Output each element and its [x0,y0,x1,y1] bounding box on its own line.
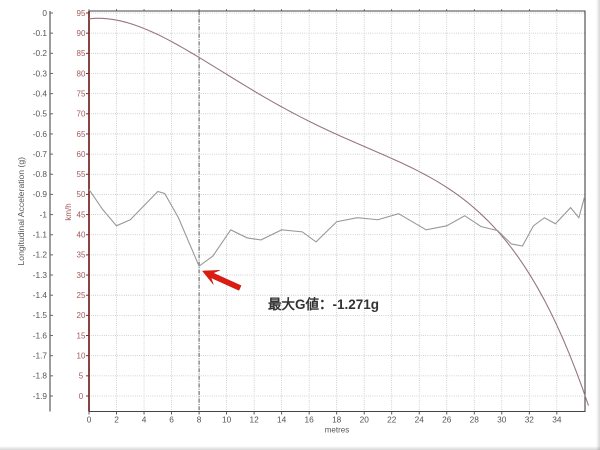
svg-text:25: 25 [77,291,86,300]
svg-text:30: 30 [497,415,507,425]
svg-text:-0.8: -0.8 [33,169,48,179]
svg-text:-1.9: -1.9 [33,391,48,401]
svg-text:20: 20 [77,311,86,320]
svg-text:Longitudinal Acceleration (g): Longitudinal Acceleration (g) [16,157,26,266]
svg-text:18: 18 [332,415,342,425]
svg-text:-1.3: -1.3 [33,270,48,280]
svg-text:8: 8 [197,415,202,425]
svg-text:12: 12 [250,415,260,425]
svg-text:35: 35 [77,251,86,260]
svg-text:70: 70 [77,110,86,119]
svg-text:-0.2: -0.2 [33,48,48,58]
svg-text:2: 2 [114,415,119,425]
svg-text:50: 50 [77,190,86,199]
svg-text:-0.4: -0.4 [33,88,48,98]
svg-text:24: 24 [415,415,425,425]
svg-text:55: 55 [77,170,86,179]
svg-text:-1.7: -1.7 [33,350,48,360]
svg-text:75: 75 [77,89,86,98]
svg-text:45: 45 [77,210,86,219]
svg-text:30: 30 [77,271,86,280]
svg-text:34: 34 [552,415,562,425]
svg-text:-1: -1 [40,209,48,219]
svg-text:20: 20 [360,415,370,425]
svg-text:60: 60 [77,150,86,159]
svg-text:-1.4: -1.4 [33,290,48,300]
svg-text:-0.6: -0.6 [33,129,48,139]
svg-text:-0.1: -0.1 [33,28,48,38]
svg-text:-1.2: -1.2 [33,250,48,260]
svg-text:90: 90 [77,29,86,38]
svg-text:0: 0 [87,415,92,425]
svg-text:metres: metres [325,426,349,435]
svg-text:22: 22 [387,415,397,425]
svg-text:80: 80 [77,69,86,78]
svg-text:40: 40 [77,231,86,240]
svg-text:-0.7: -0.7 [33,149,48,159]
svg-text:-0.5: -0.5 [33,109,48,119]
svg-text:-1.8: -1.8 [33,371,48,381]
svg-text:15: 15 [77,331,86,340]
svg-text:-0.9: -0.9 [33,189,48,199]
svg-text:5: 5 [79,372,84,381]
svg-text:28: 28 [470,415,480,425]
svg-text:10: 10 [222,415,232,425]
svg-text:6: 6 [169,415,174,425]
svg-text:km/h: km/h [64,203,73,220]
svg-text:85: 85 [77,49,86,58]
svg-text:-1.1: -1.1 [33,230,48,240]
svg-text:26: 26 [442,415,452,425]
svg-text:4: 4 [142,415,147,425]
svg-text:10: 10 [77,351,86,360]
svg-text:-0.3: -0.3 [33,68,48,78]
svg-text:0: 0 [42,8,47,18]
svg-text:65: 65 [77,130,86,139]
svg-text:32: 32 [525,415,535,425]
svg-text:-1.5: -1.5 [33,310,48,320]
svg-text:95: 95 [77,9,86,18]
svg-text:16: 16 [305,415,315,425]
svg-text:0: 0 [79,392,84,401]
svg-text:最大G値：-1.271g: 最大G値：-1.271g [268,296,379,312]
svg-text:14: 14 [277,415,287,425]
svg-text:-1.6: -1.6 [33,330,48,340]
